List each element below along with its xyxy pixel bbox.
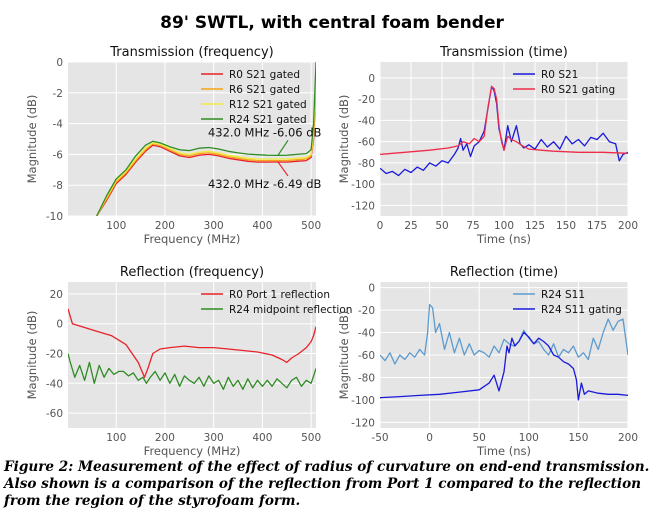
x-tick-label: 200: [155, 432, 175, 444]
y-tick-label: -8: [53, 180, 63, 192]
y-tick-label: -60: [358, 350, 375, 362]
y-tick-label: -20: [358, 305, 375, 317]
y-tick-label: -2: [53, 88, 63, 100]
x-tick-label: 500: [301, 432, 321, 444]
y-tick-label: -40: [46, 378, 63, 390]
y-tick-label: 0: [56, 319, 63, 331]
legend-label: R0 S21 gated: [229, 69, 300, 81]
y-tick-label: -40: [358, 328, 375, 340]
y-tick-label: -40: [358, 115, 375, 127]
y-tick-label: -120: [351, 417, 375, 429]
y-tick-label: -120: [351, 200, 375, 212]
y-axis-label: Magnitude (dB): [337, 95, 351, 184]
legend-label: R24 S21 gated: [229, 114, 307, 126]
y-tick-label: -100: [351, 395, 375, 407]
plot-area: [68, 282, 316, 428]
legend-label: R24 S11 gating: [541, 304, 622, 316]
x-tick-label: 50: [473, 432, 486, 444]
y-tick-label: -6: [53, 149, 64, 161]
x-tick-label: 400: [252, 432, 272, 444]
y-tick-label: -80: [358, 372, 375, 384]
series-line-1: [68, 308, 316, 378]
y-tick-label: -20: [46, 349, 63, 361]
legend-label: R12 S21 gated: [229, 99, 307, 111]
x-tick-label: 200: [618, 220, 638, 232]
x-tick-label: 100: [106, 432, 126, 444]
series-line-2: [96, 80, 316, 216]
series-line-1: [96, 85, 316, 216]
chart-title: Transmission (time): [439, 45, 568, 60]
annotation-label: 432.0 MHz -6.49 dB: [208, 177, 322, 191]
chart-title: Reflection (time): [450, 265, 558, 280]
y-axis-label: Magnitude (dB): [25, 311, 39, 400]
x-tick-label: 150: [556, 220, 576, 232]
chart-rf: 100 200 300 400 500 -60 -40 -20 0 20 Reflection (f…: [25, 265, 352, 458]
legend: R24 S11 R24 S11 gating: [513, 289, 622, 316]
x-tick-label: 200: [155, 220, 175, 232]
legend: R0 S21 R0 S21 gating: [513, 69, 615, 96]
y-tick-label: -80: [358, 158, 375, 170]
subplot-grid: 100 200 300 400 500-10-8-6-4-20Transmission …: [25, 45, 638, 458]
x-axis-label: Time (ns): [476, 444, 531, 458]
series-line-2: [380, 85, 628, 156]
legend: R0 Port 1 reflection R24 midpoint reflect…: [201, 289, 352, 316]
x-tick-label: 25: [404, 220, 417, 232]
y-tick-label: -20: [358, 94, 375, 106]
legend-label: R24 midpoint reflection: [229, 304, 352, 316]
legend-label: R6 S21 gated: [229, 84, 300, 96]
series-line-4: [96, 62, 316, 216]
y-tick-label: -60: [46, 408, 63, 420]
y-tick-label: 0: [56, 57, 63, 69]
x-tick-label: 0: [377, 220, 384, 232]
x-tick-label: 150: [568, 432, 588, 444]
legend-label: R24 S11: [541, 289, 585, 301]
x-tick-label: 100: [106, 220, 126, 232]
legend-label: R0 S21 gating: [541, 84, 615, 96]
x-axis-label: Time (ns): [476, 232, 531, 246]
series-line-3: [96, 77, 316, 216]
chart-title: Reflection (frequency): [120, 265, 264, 280]
y-tick-label: -60: [358, 137, 375, 149]
x-tick-label: 50: [435, 220, 448, 232]
x-tick-label: 75: [466, 220, 479, 232]
y-axis-label: Magnitude (dB): [337, 311, 351, 400]
x-tick-label: 125: [525, 220, 545, 232]
y-tick-label: 20: [50, 289, 63, 301]
y-tick-label: 0: [368, 283, 375, 295]
x-tick-label: 300: [204, 220, 224, 232]
figure-caption: Figure 2: Measurement of the effect of r…: [4, 459, 650, 509]
annotation-arrow: [277, 139, 289, 156]
x-axis-label: Frequency (MHz): [144, 444, 241, 458]
chart-tf: 100 200 300 400 500 -10 -8 -6 -4 -2 0 Transmission …: [25, 45, 322, 246]
x-tick-label: 0: [426, 432, 433, 444]
x-tick-label: -50: [371, 432, 388, 444]
annotation-arrow: [277, 161, 289, 177]
series-line-2: [380, 331, 628, 401]
x-tick-label: 400: [252, 220, 272, 232]
x-tick-label: 100: [494, 220, 514, 232]
figure-title: 89' SWTL, with central foam bender: [160, 13, 504, 33]
series-line-2: [68, 353, 316, 390]
x-tick-label: 100: [519, 432, 539, 444]
y-tick-label: 0: [368, 73, 375, 85]
x-tick-label: 200: [618, 432, 638, 444]
legend: R0 S21 gated R6 S21 gated R12 S21 gated R24…: [201, 69, 307, 126]
y-tick-label: -100: [351, 179, 375, 191]
chart-tt: 0 25 50 75 100 125 150 175 200 -120 -100 -80 -60 -40 -…: [337, 45, 638, 246]
y-tick-label: -4: [53, 119, 64, 131]
chart-rt: -50 0 50 100 150 200 -120 -100 -80 -60 -40 -20 0 Refl…: [337, 265, 638, 458]
legend-label: R0 Port 1 reflection: [229, 289, 330, 301]
x-tick-label: 175: [587, 220, 607, 232]
x-axis-label: Frequency (MHz): [144, 232, 241, 246]
annotation-label: 432.0 MHz -6.06 dB: [208, 125, 322, 139]
x-tick-label: 500: [301, 220, 321, 232]
series-line-1: [380, 303, 628, 365]
legend-label: R0 S21: [541, 69, 578, 81]
y-axis-label: Magnitude (dB): [25, 95, 39, 184]
x-tick-label: 300: [204, 432, 224, 444]
y-tick-label: -10: [46, 211, 63, 223]
chart-title: Transmission (frequency): [109, 45, 273, 60]
